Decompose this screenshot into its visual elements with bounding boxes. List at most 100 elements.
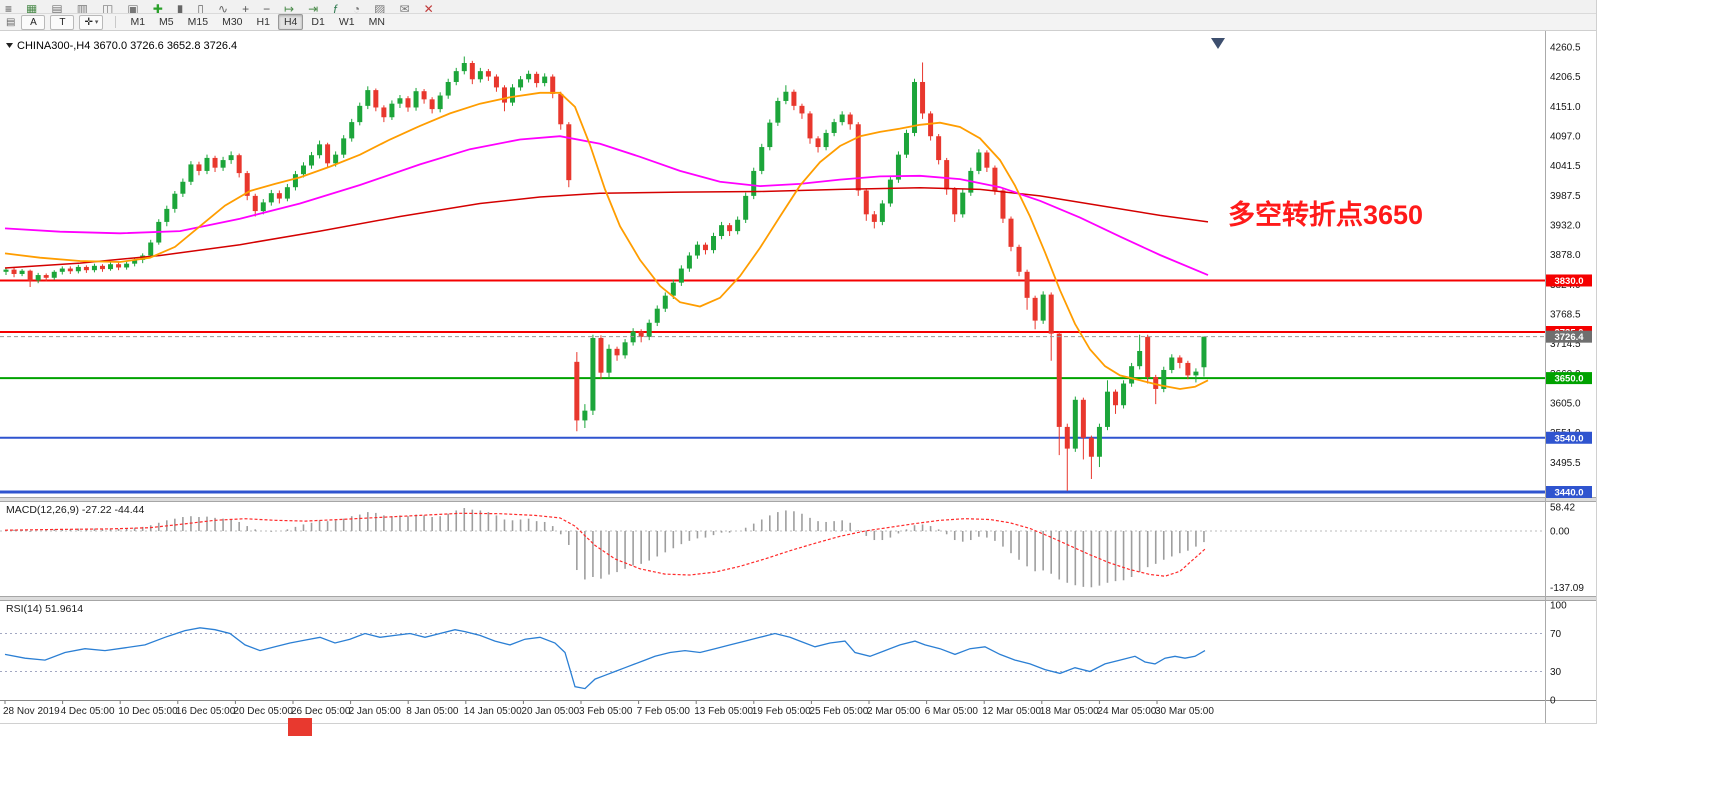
- text-tool-button[interactable]: A: [21, 14, 46, 30]
- ma_slow-line: [4, 186, 1209, 269]
- profiles-icon[interactable]: ▤: [51, 2, 63, 14]
- time-axis-label: 2 Mar 05:00: [867, 706, 921, 717]
- price-axis-label: 3878.0: [1550, 250, 1581, 261]
- time-axis-label: 20 Jan 05:00: [521, 706, 579, 717]
- time-axis-label: 28 Nov 2019: [3, 706, 60, 717]
- timeframe-button-W1[interactable]: W1: [338, 16, 355, 28]
- svg-text:3650.0: 3650.0: [1554, 374, 1583, 385]
- timeframe-group: M1 M5 M15 M30 H1 H4 D1 W1 MN: [123, 14, 391, 30]
- terminal-icon[interactable]: ▣: [127, 2, 139, 14]
- timeframe-button-M15[interactable]: M15: [187, 16, 209, 28]
- timeframe-button-M1[interactable]: M1: [130, 16, 146, 28]
- price-badge-3540.0: 3540.0: [1546, 431, 1592, 444]
- chart-line-icon[interactable]: ∿: [218, 2, 229, 14]
- timeframe-button-D1[interactable]: D1: [311, 16, 325, 28]
- price-axis-label: 4097.0: [1550, 132, 1581, 143]
- svg-text:3726.4: 3726.4: [1554, 332, 1584, 343]
- toolbar-separator: [115, 16, 117, 28]
- rsi-line: [4, 627, 1206, 690]
- time-axis-label: 19 Feb 05:00: [752, 706, 811, 717]
- toolbar-top: ≡ ▦ ▤ ▥ ◫ ▣ ✚ ▮ ▯ ∿ + − ↦ ⇥ ƒ ◔ ▨ ✉ ✕: [0, 0, 1596, 14]
- time-axis-label: 8 Jan 05:00: [406, 706, 459, 717]
- objects-list-icon[interactable]: ▤: [6, 16, 16, 28]
- zoom-in-icon[interactable]: +: [242, 2, 250, 14]
- chart-title: CHINA300-,H4 3670.0 3726.6 3652.8 3726.4: [17, 40, 237, 52]
- price-axis-label: 3605.0: [1550, 399, 1581, 410]
- new-chart-icon[interactable]: ▦: [26, 2, 38, 14]
- chart-canvas[interactable]: 4260.5 4206.5 4151.0 4097.0 4041.5 3987.5 3932…: [0, 0, 1596, 723]
- menu-icon[interactable]: ≡: [5, 2, 13, 14]
- macd-label: MACD(12,26,9) -27.22 -44.44: [6, 504, 144, 516]
- time-axis-label: 26 Dec 05:00: [291, 706, 351, 717]
- time-axis-label: 18 Mar 05:00: [1040, 706, 1099, 717]
- navigator-icon[interactable]: ◫: [102, 2, 114, 14]
- time-axis-label: 16 Dec 05:00: [176, 706, 236, 717]
- auto-scroll-icon[interactable]: ↦: [284, 2, 295, 14]
- timeframe-button-M30[interactable]: M30: [222, 16, 243, 28]
- time-axis-label: 25 Feb 05:00: [809, 706, 868, 717]
- ma_fast-line: [4, 91, 1209, 390]
- timeframe-button-H1[interactable]: H1: [256, 16, 270, 28]
- time-axis-label: 10 Dec 05:00: [118, 706, 178, 717]
- price-axis-label: 3768.5: [1550, 310, 1581, 321]
- market-watch-icon[interactable]: ▥: [76, 2, 89, 14]
- svg-text:3540.0: 3540.0: [1554, 433, 1583, 444]
- time-axis-label: 4 Dec 05:00: [61, 706, 115, 717]
- rsi-label: RSI(14) 51.9614: [6, 603, 83, 615]
- chart-menu-icon[interactable]: [6, 43, 13, 48]
- pane-separator[interactable]: [0, 596, 1596, 601]
- chart-shift-icon[interactable]: ⇥: [308, 2, 319, 14]
- macd-axis-label: -137.09: [1550, 583, 1584, 594]
- mail-icon[interactable]: ✉: [399, 2, 410, 14]
- macd-axis-label: 0.00: [1550, 527, 1570, 538]
- text-label-button[interactable]: T: [50, 14, 75, 30]
- chart-shift-marker[interactable]: [1211, 38, 1225, 49]
- price-axis-label: 3932.0: [1550, 221, 1581, 232]
- price-axis-label: 4151.0: [1550, 102, 1581, 113]
- crosshair-button[interactable]: ✛ ▾: [79, 14, 104, 30]
- zoom-out-icon[interactable]: −: [263, 2, 271, 14]
- price-axis-label: 3987.5: [1550, 191, 1581, 202]
- time-axis-label: 30 Mar 05:00: [1155, 706, 1214, 717]
- price-axis-label: 4206.5: [1550, 72, 1581, 83]
- time-axis-label: 24 Mar 05:00: [1097, 706, 1156, 717]
- timeframe-button-MN[interactable]: MN: [368, 16, 385, 28]
- chart-candles-icon[interactable]: ▯: [197, 2, 205, 14]
- macd-histogram: [5, 507, 1205, 588]
- time-axis-label: 6 Mar 05:00: [925, 706, 979, 717]
- ma_mid-line: [4, 135, 1209, 276]
- rsi-axis-label: 30: [1550, 667, 1562, 678]
- pane-separator[interactable]: [0, 497, 1596, 502]
- candles-layer: [3, 56, 1207, 491]
- bottom-red-artifact: [288, 718, 312, 736]
- time-axis-label: 12 Mar 05:00: [982, 706, 1041, 717]
- time-axis-label: 2 Jan 05:00: [349, 706, 402, 717]
- rsi-axis-label: 100: [1550, 601, 1567, 612]
- time-axis-label: 7 Feb 05:00: [637, 706, 691, 717]
- chart-bars-icon[interactable]: ▮: [176, 2, 184, 14]
- price-badge-3650.0: 3650.0: [1546, 372, 1592, 385]
- time-axis-label: 3 Feb 05:00: [579, 706, 633, 717]
- price-axis-label: 3495.5: [1550, 458, 1581, 469]
- time-axis-label: 14 Jan 05:00: [464, 706, 522, 717]
- mt4-window: ≡ ▦ ▤ ▥ ◫ ▣ ✚ ▮ ▯ ∿ + − ↦ ⇥ ƒ ◔ ▨ ✉ ✕ ▤ A T ✛ ▾ M1 M5 M15 M30…: [0, 0, 1597, 724]
- svg-text:3440.0: 3440.0: [1554, 488, 1583, 499]
- macd-axis-label: 58.42: [1550, 502, 1575, 513]
- bid-price-badge: 3726.4: [1546, 330, 1592, 343]
- timeframe-button-H4[interactable]: H4: [277, 14, 304, 30]
- templates-icon[interactable]: ▨: [374, 2, 386, 14]
- price-badge-3440.0: 3440.0: [1546, 486, 1592, 499]
- svg-text:3830.0: 3830.0: [1554, 276, 1583, 287]
- crosshair-icon: ✛: [84, 16, 93, 28]
- timeframe-button-M5[interactable]: M5: [159, 16, 174, 28]
- annotation-text[interactable]: 多空转折点3650: [1228, 199, 1423, 230]
- indicators-icon[interactable]: ƒ: [332, 2, 339, 14]
- rsi-axis-label: 70: [1550, 629, 1562, 640]
- new-order-icon[interactable]: ✚: [152, 2, 163, 14]
- toolbar-charts: ▤ A T ✛ ▾ M1 M5 M15 M30 H1 H4 D1 W1 MN: [0, 14, 1596, 31]
- periods-icon[interactable]: ◔: [352, 2, 361, 14]
- close-icon[interactable]: ✕: [423, 2, 434, 14]
- price-axis-label: 4041.5: [1550, 161, 1581, 172]
- macd-signal-line: [4, 512, 1206, 577]
